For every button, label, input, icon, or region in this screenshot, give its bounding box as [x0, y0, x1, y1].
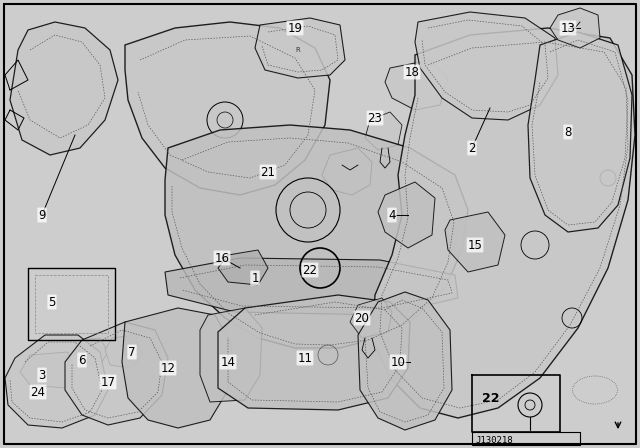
- Text: 7: 7: [128, 345, 136, 358]
- Polygon shape: [122, 308, 232, 428]
- Text: 14: 14: [221, 356, 236, 369]
- Polygon shape: [5, 335, 108, 428]
- Text: 19: 19: [287, 22, 303, 34]
- Text: 6: 6: [78, 353, 86, 366]
- Text: 8: 8: [564, 125, 572, 138]
- Polygon shape: [200, 308, 262, 402]
- Polygon shape: [165, 125, 468, 348]
- Text: 24: 24: [31, 385, 45, 399]
- Text: 20: 20: [355, 311, 369, 324]
- Text: 11: 11: [298, 352, 312, 365]
- Text: 3: 3: [38, 369, 45, 382]
- Polygon shape: [105, 335, 142, 368]
- Polygon shape: [218, 295, 410, 410]
- Text: 12: 12: [161, 362, 175, 375]
- Text: 9: 9: [38, 208, 45, 221]
- Text: 22: 22: [482, 392, 499, 405]
- Text: 1: 1: [252, 271, 259, 284]
- Polygon shape: [255, 18, 345, 78]
- Polygon shape: [528, 32, 632, 232]
- Polygon shape: [550, 8, 600, 48]
- Polygon shape: [365, 112, 402, 150]
- Text: 2: 2: [468, 142, 476, 155]
- Text: 17: 17: [100, 375, 115, 388]
- Polygon shape: [378, 182, 435, 248]
- Text: 21: 21: [260, 165, 275, 178]
- Text: 16: 16: [214, 251, 230, 264]
- Polygon shape: [218, 250, 268, 285]
- Polygon shape: [65, 322, 168, 425]
- Polygon shape: [10, 22, 118, 155]
- Text: J130218: J130218: [475, 435, 513, 444]
- Text: 4: 4: [388, 208, 396, 221]
- Polygon shape: [322, 148, 372, 195]
- Text: 23: 23: [367, 112, 383, 125]
- Polygon shape: [385, 60, 448, 110]
- Polygon shape: [358, 292, 452, 430]
- Text: 5: 5: [48, 296, 56, 309]
- Polygon shape: [372, 28, 635, 418]
- Polygon shape: [75, 338, 108, 365]
- Polygon shape: [445, 212, 505, 272]
- Text: R: R: [296, 47, 300, 53]
- Text: 15: 15: [468, 238, 483, 251]
- Text: 22: 22: [303, 263, 317, 276]
- Polygon shape: [165, 258, 458, 315]
- Polygon shape: [415, 12, 558, 120]
- Polygon shape: [350, 298, 392, 338]
- Polygon shape: [20, 352, 75, 388]
- Text: 10: 10: [390, 356, 405, 369]
- Text: 13: 13: [561, 22, 575, 34]
- Polygon shape: [125, 22, 330, 195]
- Text: 18: 18: [404, 65, 419, 78]
